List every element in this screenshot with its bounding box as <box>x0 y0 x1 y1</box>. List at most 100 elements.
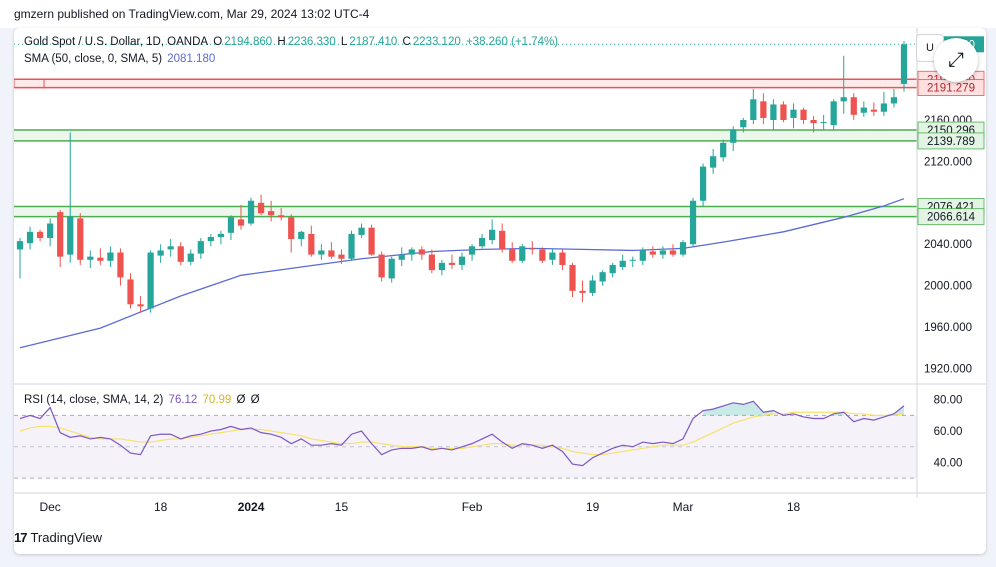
high-value: 2236.330 <box>287 36 336 48</box>
price-label-bg <box>917 132 985 150</box>
candle-body <box>107 252 114 261</box>
price-label-resistance: 2191.279 <box>917 79 985 97</box>
candle-body <box>589 280 596 293</box>
expand-button[interactable]: ⤢ <box>934 38 978 82</box>
candle-body <box>308 233 315 255</box>
candle-body <box>539 249 546 261</box>
candle-body <box>137 304 144 307</box>
candle-body <box>569 264 576 291</box>
candle-body <box>790 109 797 118</box>
price-legend: Gold Spot / U.S. Dollar, 1D, OANDA O 2194… <box>24 36 560 48</box>
candle-body <box>117 252 124 278</box>
rsi-ma-value: 70.99 <box>202 394 232 406</box>
candle-body <box>860 107 867 113</box>
candle-body <box>217 233 225 237</box>
sma-label[interactable]: SMA (50, close, 0, SMA, 5) <box>24 53 163 65</box>
footer-brand[interactable]: 17 TradingView <box>14 524 414 552</box>
zone-fill-support <box>14 206 917 217</box>
candle-body <box>26 231 34 244</box>
price-label-text: 2191.279 <box>927 83 975 95</box>
candle-body <box>669 250 677 255</box>
candle-body <box>237 219 245 226</box>
candle-body <box>278 215 285 218</box>
candle-body <box>509 249 516 261</box>
sma-value: 2081.180 <box>167 53 216 65</box>
candle-body <box>699 166 707 201</box>
candle-body <box>177 246 184 262</box>
price-label-text: 2066.614 <box>927 212 976 224</box>
time-tick-label: 15 <box>335 500 349 514</box>
candle-body <box>358 227 365 235</box>
sma-legend: SMA (50, close, 0, SMA, 5) 2081.180 <box>24 53 217 65</box>
candle-body <box>438 262 446 271</box>
candle-body <box>257 202 265 214</box>
resistance-zone-handle <box>14 78 45 89</box>
rsi-tick-label: 80.00 <box>934 395 963 407</box>
candle-body <box>559 252 566 265</box>
tradingview-logo-icon: 17 <box>14 530 28 545</box>
candle-body <box>16 241 24 250</box>
candle-body <box>77 218 84 260</box>
candle-body <box>629 259 636 261</box>
time-tick-label: Dec <box>39 500 60 514</box>
tradingview-brand-text: TradingView <box>30 530 103 545</box>
rsi-ma-line <box>19 411 905 456</box>
candle-body <box>679 242 687 255</box>
candle-body <box>820 122 827 124</box>
candle-body <box>710 156 717 168</box>
candle-body <box>880 103 888 112</box>
candle-body <box>97 257 104 261</box>
rsi-extra-2: Ø <box>250 394 260 406</box>
candle-body <box>418 249 425 255</box>
candle-body <box>740 120 747 128</box>
rsi-legend: RSI (14, close, SMA, 14, 2) 76.12 70.99 … <box>24 394 262 406</box>
candle-body <box>207 236 214 242</box>
chart-card: 80.00 60.00 40.00 2160.000 2120.000 2040.000… <box>14 28 986 554</box>
candle-body <box>549 252 556 260</box>
candle-body <box>67 216 74 255</box>
zone-fill-resistance <box>14 79 917 88</box>
candle-body <box>850 97 857 115</box>
candle-body <box>609 264 616 274</box>
candle-body <box>840 97 847 102</box>
candle-body <box>187 253 194 262</box>
candle-body <box>659 250 667 255</box>
candle-body <box>288 217 295 240</box>
candle-body <box>800 109 807 120</box>
time-tick-label: 18 <box>787 500 801 514</box>
candle-body <box>529 248 536 250</box>
price-tick-label: 2040.000 <box>924 239 972 251</box>
symbol-name[interactable]: Gold Spot / U.S. Dollar, 1D, OANDA <box>24 36 209 48</box>
candle-body <box>408 249 415 255</box>
candle-body <box>720 142 727 158</box>
candle-body <box>750 99 757 120</box>
rsi-tick-label: 40.00 <box>934 457 963 469</box>
close-value: 2233.120 <box>412 36 461 48</box>
candle-body <box>890 97 898 104</box>
publisher-header: gmzern published on TradingView.com, Mar… <box>0 0 996 28</box>
candle-body <box>368 227 375 255</box>
price-label-text: 2139.789 <box>927 136 975 148</box>
close-label: C <box>402 36 411 48</box>
candle-body <box>639 250 646 261</box>
open-value: 2194.860 <box>224 36 273 48</box>
rsi-label[interactable]: RSI (14, close, SMA, 14, 2) <box>24 394 164 406</box>
candle-body <box>127 279 134 305</box>
candle-body <box>197 241 204 254</box>
candle-body <box>649 251 656 255</box>
candle-body <box>388 258 395 279</box>
candle-body <box>468 246 476 255</box>
candle-body <box>489 229 496 241</box>
candle-body <box>428 254 435 271</box>
price-tick-label: 2120.000 <box>924 156 972 168</box>
candle-body <box>810 120 817 124</box>
time-tick-label: 18 <box>154 500 168 514</box>
time-tick-label: Feb <box>462 500 483 514</box>
candle-body <box>298 231 305 240</box>
candle-body <box>458 256 466 265</box>
candle-body <box>398 254 405 260</box>
candle-body <box>830 101 837 126</box>
candle-body <box>247 200 255 224</box>
candle-body <box>268 211 275 216</box>
